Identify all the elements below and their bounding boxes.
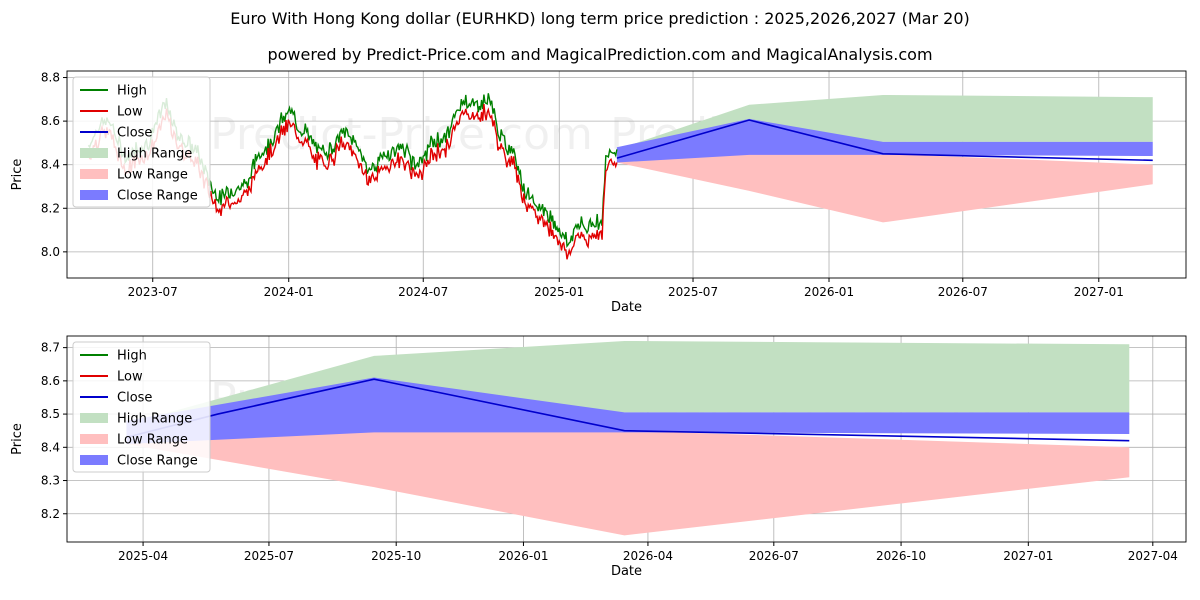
legend-label: High Range [117, 147, 192, 162]
plot-frame [66, 70, 1187, 279]
chart-title: Euro With Hong Kong dollar (EURHKD) long… [230, 9, 970, 28]
y-axis-label: Price [10, 159, 25, 191]
x-tick-label: 2024-01 [264, 285, 314, 299]
low-range-band [616, 153, 1153, 223]
legend-swatch [80, 190, 108, 200]
x-axis-label: Date [611, 564, 642, 579]
legend-label: High Range [117, 412, 192, 427]
x-tick-label: 2023-07 [128, 285, 178, 299]
legend-label: Low Range [117, 168, 188, 183]
x-tick-label: 2025-01 [534, 285, 584, 299]
legend-swatch [80, 434, 108, 444]
x-tick-label: 2026-07 [938, 285, 988, 299]
plot-frame [66, 335, 1187, 543]
legend-label: Low [117, 105, 143, 120]
x-tick-label: 2025-07 [668, 285, 718, 299]
close-range-band [616, 118, 1153, 163]
legend-label: Close Range [117, 189, 198, 204]
legend-swatch [80, 455, 108, 465]
plot-area [126, 340, 1130, 536]
chart-panel-bottom: Predict-Price.comPredict-Price.com2025-0… [10, 335, 1187, 579]
x-tick-label: 2025-07 [244, 549, 294, 563]
legend-label: Low Range [117, 433, 188, 448]
y-tick-label: 8.4 [41, 158, 60, 172]
x-tick-label: 2024-07 [398, 285, 448, 299]
x-axis-label: Date [611, 300, 642, 315]
y-tick-label: 8.7 [41, 341, 60, 355]
legend: High Low Close High Range Low Range Close Ran… [72, 341, 211, 473]
legend-label: Close Range [117, 454, 198, 469]
chart-panel-top: Predict-Price.comPredict-Price.com2023-0… [10, 70, 1187, 315]
x-tick-label: 2025-04 [118, 549, 168, 563]
low-range-band [126, 430, 1130, 536]
x-tick-label: 2027-01 [1074, 285, 1124, 299]
legend-label: High [117, 349, 147, 364]
y-tick-label: 8.3 [41, 474, 60, 488]
legend-swatch [80, 169, 108, 179]
close-forecast-line [616, 119, 1153, 162]
y-axis-label: Price [10, 423, 25, 455]
legend-swatch [80, 413, 108, 423]
x-tick-label: 2026-01 [498, 549, 548, 563]
x-tick-label: 2027-04 [1128, 549, 1178, 563]
x-tick-label: 2026-10 [876, 549, 926, 563]
legend: High Low Close High Range Low Range Close Ran… [72, 76, 211, 208]
y-tick-label: 8.2 [41, 201, 60, 215]
y-tick-label: 8.5 [41, 407, 60, 421]
y-tick-label: 8.8 [41, 71, 60, 85]
close-range-band [126, 377, 1130, 444]
chart-subtitle: powered by Predict-Price.com and Magical… [267, 45, 933, 64]
y-tick-label: 8.6 [41, 374, 60, 388]
x-tick-label: 2026-07 [749, 549, 799, 563]
y-tick-label: 8.2 [41, 507, 60, 521]
y-tick-label: 8.0 [41, 245, 60, 259]
y-tick-label: 8.6 [41, 114, 60, 128]
x-tick-label: 2026-01 [804, 285, 854, 299]
legend-label: Low [117, 370, 143, 385]
legend-label: High [117, 84, 147, 99]
legend-label: Close [117, 126, 152, 141]
x-tick-label: 2025-10 [371, 549, 421, 563]
x-tick-label: 2026-04 [623, 549, 673, 563]
legend-label: Close [117, 391, 152, 406]
y-tick-label: 8.4 [41, 440, 60, 454]
plot-area [87, 93, 1153, 260]
x-tick-label: 2027-01 [1003, 549, 1053, 563]
legend-swatch [80, 148, 108, 158]
